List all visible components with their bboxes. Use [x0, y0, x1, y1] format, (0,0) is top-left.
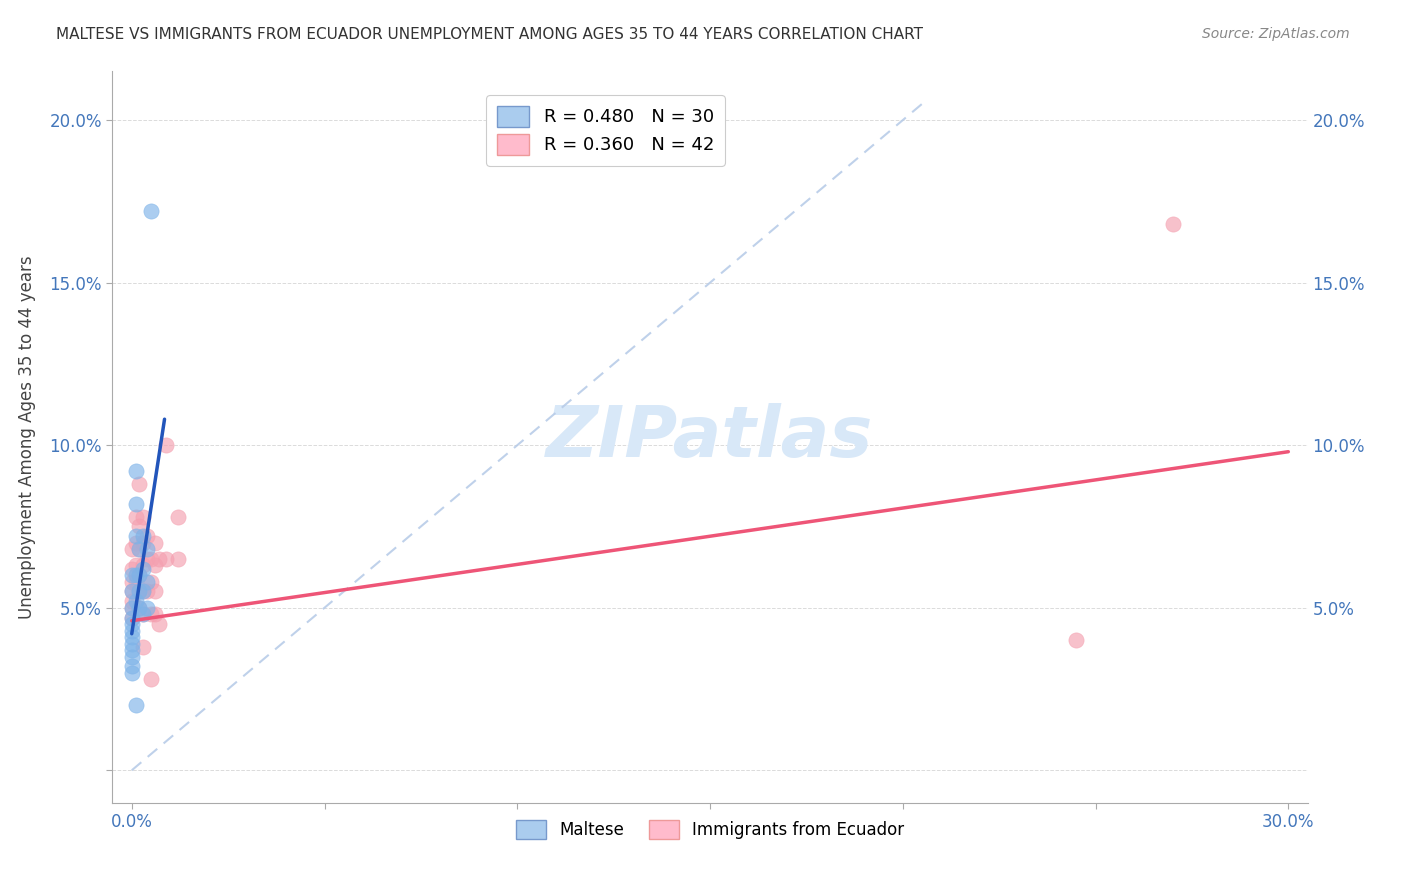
Point: [132, 535, 155, 549]
Point: [132, 640, 155, 654]
Point: [136, 574, 159, 589]
Text: ZIPatlas: ZIPatlas: [547, 402, 873, 472]
Point: [1161, 217, 1184, 231]
Point: [128, 600, 150, 615]
Point: [132, 529, 155, 543]
Point: [121, 600, 143, 615]
Point: [121, 636, 143, 650]
Point: [124, 568, 146, 582]
Point: [136, 600, 159, 615]
Point: [121, 600, 143, 615]
Point: [155, 438, 177, 452]
Point: [148, 552, 170, 566]
Legend: Maltese, Immigrants from Ecuador: Maltese, Immigrants from Ecuador: [509, 814, 911, 846]
Point: [148, 617, 170, 632]
Point: [121, 610, 143, 624]
Point: [121, 665, 143, 680]
Point: [128, 600, 150, 615]
Point: [143, 584, 166, 599]
Point: [143, 558, 166, 573]
Text: Source: ZipAtlas.com: Source: ZipAtlas.com: [1202, 27, 1350, 41]
Point: [143, 607, 166, 622]
Point: [139, 552, 162, 566]
Point: [139, 607, 162, 622]
Point: [136, 552, 159, 566]
Point: [121, 649, 143, 664]
Point: [1064, 633, 1087, 648]
Point: [121, 542, 143, 557]
Text: MALTESE VS IMMIGRANTS FROM ECUADOR UNEMPLOYMENT AMONG AGES 35 TO 44 YEARS CORREL: MALTESE VS IMMIGRANTS FROM ECUADOR UNEMP…: [56, 27, 924, 42]
Point: [124, 529, 146, 543]
Point: [121, 584, 143, 599]
Point: [136, 542, 159, 557]
Point: [124, 509, 146, 524]
Point: [136, 584, 159, 599]
Point: [128, 568, 150, 582]
Y-axis label: Unemployment Among Ages 35 to 44 years: Unemployment Among Ages 35 to 44 years: [18, 255, 35, 619]
Point: [121, 630, 143, 644]
Point: [121, 568, 143, 582]
Point: [132, 558, 155, 573]
Point: [121, 594, 143, 608]
Point: [132, 509, 155, 524]
Point: [132, 607, 155, 622]
Point: [139, 204, 162, 219]
Point: [128, 584, 150, 599]
Point: [121, 610, 143, 624]
Point: [128, 477, 150, 491]
Point: [132, 584, 155, 599]
Point: [155, 552, 177, 566]
Point: [124, 497, 146, 511]
Point: [121, 562, 143, 576]
Point: [139, 673, 162, 687]
Point: [121, 624, 143, 638]
Point: [167, 552, 190, 566]
Point: [128, 542, 150, 557]
Point: [121, 643, 143, 657]
Point: [128, 568, 150, 582]
Point: [132, 584, 155, 599]
Point: [132, 562, 155, 576]
Point: [139, 574, 162, 589]
Point: [124, 558, 146, 573]
Point: [128, 584, 150, 599]
Point: [124, 535, 146, 549]
Point: [124, 464, 146, 478]
Point: [167, 509, 190, 524]
Point: [124, 698, 146, 713]
Point: [121, 617, 143, 632]
Point: [121, 659, 143, 673]
Point: [124, 574, 146, 589]
Point: [143, 535, 166, 549]
Point: [128, 519, 150, 533]
Point: [121, 584, 143, 599]
Point: [132, 607, 155, 622]
Point: [136, 529, 159, 543]
Point: [128, 542, 150, 557]
Point: [124, 594, 146, 608]
Point: [121, 574, 143, 589]
